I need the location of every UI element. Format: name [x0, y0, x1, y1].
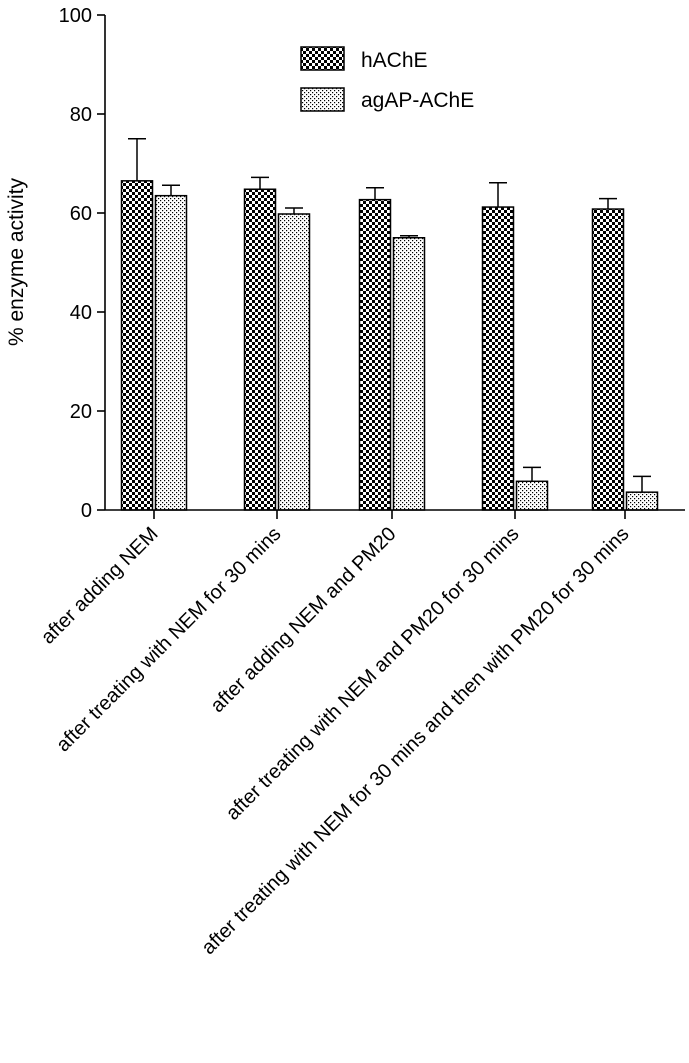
legend-swatch-hache	[300, 46, 345, 71]
x-category-label: after adding NEM	[37, 523, 163, 649]
bar-hache-3	[358, 198, 392, 511]
bar-agap-ache-3	[392, 237, 426, 511]
y-tick-label: 0	[81, 500, 92, 522]
y-tick-label: 40	[70, 302, 92, 324]
x-category-label: after treating with NEM for 30 mins and …	[197, 523, 633, 959]
legend-swatch-agap-ache	[300, 87, 345, 112]
x-category-label: after treating with NEM for 30 mins	[52, 523, 285, 756]
y-tick-label: 100	[59, 5, 92, 27]
bars	[120, 180, 659, 511]
bar-hache-2	[243, 188, 277, 511]
bar-agap-ache-2	[277, 213, 311, 511]
legend-label-hache: hAChE	[361, 49, 428, 72]
legend-label-agap-ache: agAP-AChE	[361, 89, 474, 112]
bar-agap-ache-1	[154, 194, 188, 511]
bar-agap-ache-4	[515, 480, 549, 511]
bar-agap-ache-5	[625, 491, 659, 511]
bar-hache-5	[591, 208, 625, 511]
y-axis-title: % enzyme activity	[5, 177, 28, 346]
error-bars	[128, 138, 651, 493]
y-tick-label: 20	[70, 401, 92, 423]
bar-hache-1	[120, 180, 154, 511]
bar-hache-4	[481, 206, 515, 511]
y-tick-label: 60	[70, 203, 92, 225]
y-tick-label: 80	[70, 104, 92, 126]
legend: hAChE agAP-AChE	[300, 46, 474, 112]
